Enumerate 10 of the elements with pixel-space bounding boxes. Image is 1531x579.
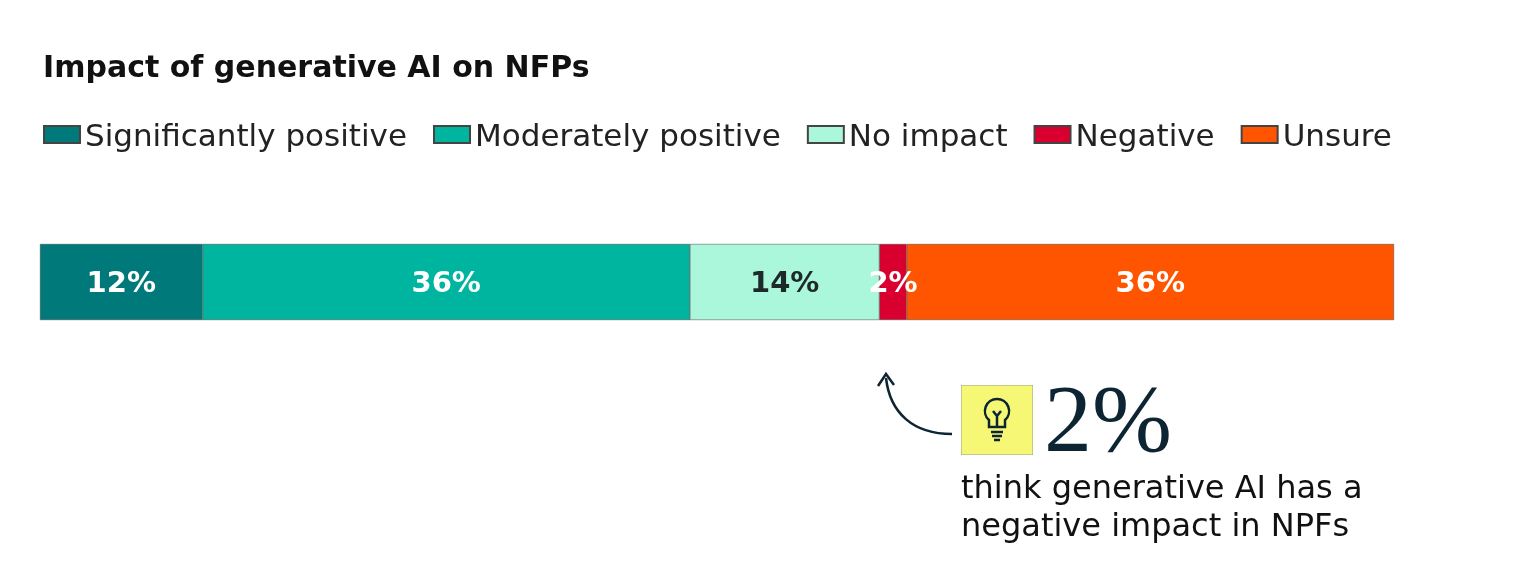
legend-label: Moderately positive (475, 116, 781, 153)
data-label: 14% (749, 265, 820, 299)
chart-title: Impact of generative AI on NFPs (43, 48, 590, 84)
data-label: 36% (411, 265, 481, 299)
legend-label: Unsure (1282, 116, 1392, 153)
legend-label: No impact (848, 116, 1008, 153)
legend-label: Significantly positive (85, 116, 408, 153)
data-label: 36% (1115, 265, 1185, 299)
data-label: 12% (86, 265, 156, 299)
legend-label: Negative (1075, 116, 1215, 153)
